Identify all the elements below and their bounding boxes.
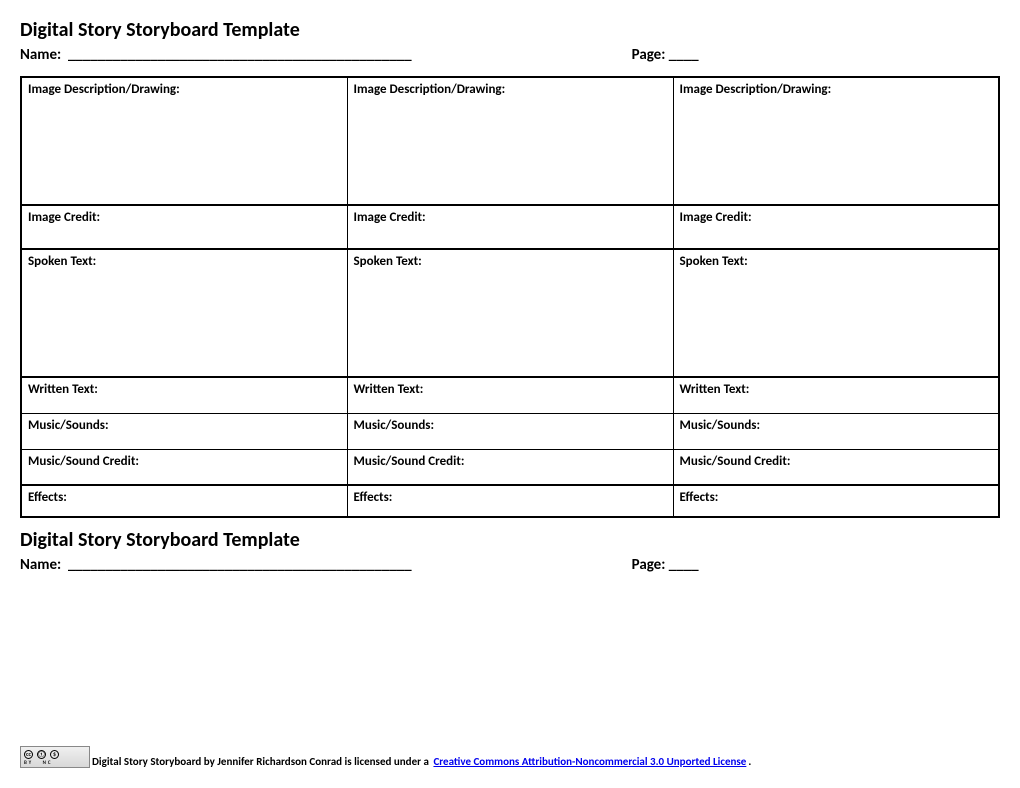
row-music-credit: Music/Sound Credit: Music/Sound Credit: …	[21, 449, 999, 485]
cell-mcredit-2: Music/Sound Credit:	[347, 449, 673, 485]
row-image-description: Image Description/Drawing: Image Descrip…	[21, 77, 999, 205]
cell-credit-1: Image Credit:	[21, 205, 347, 249]
cell-written-3: Written Text:	[673, 377, 999, 413]
license-suffix: .	[748, 755, 751, 768]
cell-written-2: Written Text:	[347, 377, 673, 413]
cell-effects-1: Effects:	[21, 485, 347, 517]
page-field-label: Page: ____	[632, 46, 699, 64]
cell-written-1: Written Text:	[21, 377, 347, 413]
name-field-label-2: Name: __________________________________…	[20, 556, 412, 574]
cell-music-1: Music/Sounds:	[21, 413, 347, 449]
cell-image-2: Image Description/Drawing:	[347, 77, 673, 205]
license-footer: cc ① $ BY NC Digital Story Storyboard by…	[20, 746, 751, 768]
cell-music-3: Music/Sounds:	[673, 413, 999, 449]
row-music-sounds: Music/Sounds: Music/Sounds: Music/Sounds…	[21, 413, 999, 449]
cell-effects-3: Effects:	[673, 485, 999, 517]
cell-music-2: Music/Sounds:	[347, 413, 673, 449]
cell-image-1: Image Description/Drawing:	[21, 77, 347, 205]
license-prefix: Digital Story Storyboard by Jennifer Ric…	[92, 755, 431, 768]
cell-spoken-3: Spoken Text:	[673, 249, 999, 377]
cc-nc-icon: $	[50, 750, 59, 759]
cell-credit-3: Image Credit:	[673, 205, 999, 249]
cell-effects-2: Effects:	[347, 485, 673, 517]
cell-spoken-2: Spoken Text:	[347, 249, 673, 377]
cc-logo-icon: cc	[24, 750, 33, 759]
document-title: Digital Story Storyboard Template	[20, 18, 1000, 42]
cc-by-label: BY	[24, 760, 33, 766]
cell-mcredit-3: Music/Sound Credit:	[673, 449, 999, 485]
license-link[interactable]: Creative Commons Attribution-Noncommerci…	[433, 755, 746, 768]
row-image-credit: Image Credit: Image Credit: Image Credit…	[21, 205, 999, 249]
row-effects: Effects: Effects: Effects:	[21, 485, 999, 517]
document-title-2: Digital Story Storyboard Template	[20, 528, 1000, 552]
row-spoken-text: Spoken Text: Spoken Text: Spoken Text:	[21, 249, 999, 377]
storyboard-table: Image Description/Drawing: Image Descrip…	[20, 76, 1000, 518]
cc-badge-labels: BY NC	[24, 761, 86, 766]
cc-badge-icon: cc ① $ BY NC	[20, 746, 90, 768]
cc-nc-label: NC	[43, 760, 53, 766]
meta-line: Name: __________________________________…	[20, 46, 1000, 64]
cell-spoken-1: Spoken Text:	[21, 249, 347, 377]
cell-mcredit-1: Music/Sound Credit:	[21, 449, 347, 485]
row-written-text: Written Text: Written Text: Written Text…	[21, 377, 999, 413]
cc-by-icon: ①	[37, 750, 46, 759]
page-field-label-2: Page: ____	[632, 556, 699, 574]
meta-line-2: Name: __________________________________…	[20, 556, 1000, 574]
cell-credit-2: Image Credit:	[347, 205, 673, 249]
page: Digital Story Storyboard Template Name: …	[0, 0, 1020, 788]
name-field-label: Name: __________________________________…	[20, 46, 412, 64]
cell-image-3: Image Description/Drawing:	[673, 77, 999, 205]
